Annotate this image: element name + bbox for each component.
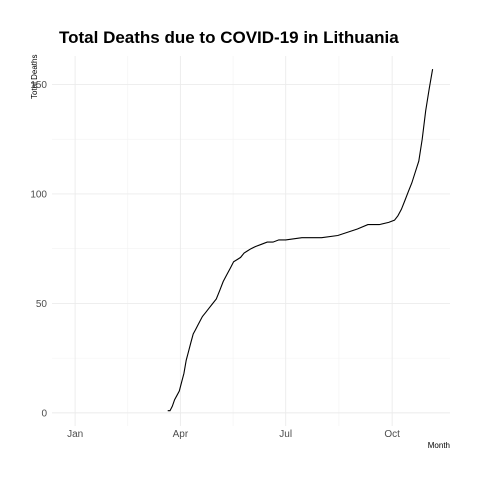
y-tick-label: 100	[30, 189, 47, 200]
x-tick-label: Jan	[67, 429, 83, 440]
y-tick-label: 0	[41, 408, 47, 419]
x-tick-label: Jul	[279, 429, 292, 440]
series-line-total-deaths	[167, 69, 434, 412]
y-axis-label: Total Deaths	[30, 55, 39, 99]
grid-lines	[52, 56, 450, 426]
chart-title: Total Deaths due to COVID-19 in Lithuani…	[59, 28, 399, 47]
x-tick-label: Apr	[173, 429, 189, 440]
x-axis-label: Month	[428, 441, 450, 450]
y-tick-label: 50	[36, 299, 48, 310]
x-tick-labels: Jan Apr Jul Oct	[67, 429, 400, 440]
y-tick-label: 150	[30, 80, 47, 91]
y-tick-labels: 0 50 100 150	[30, 80, 47, 419]
x-tick-label: Oct	[384, 429, 400, 440]
